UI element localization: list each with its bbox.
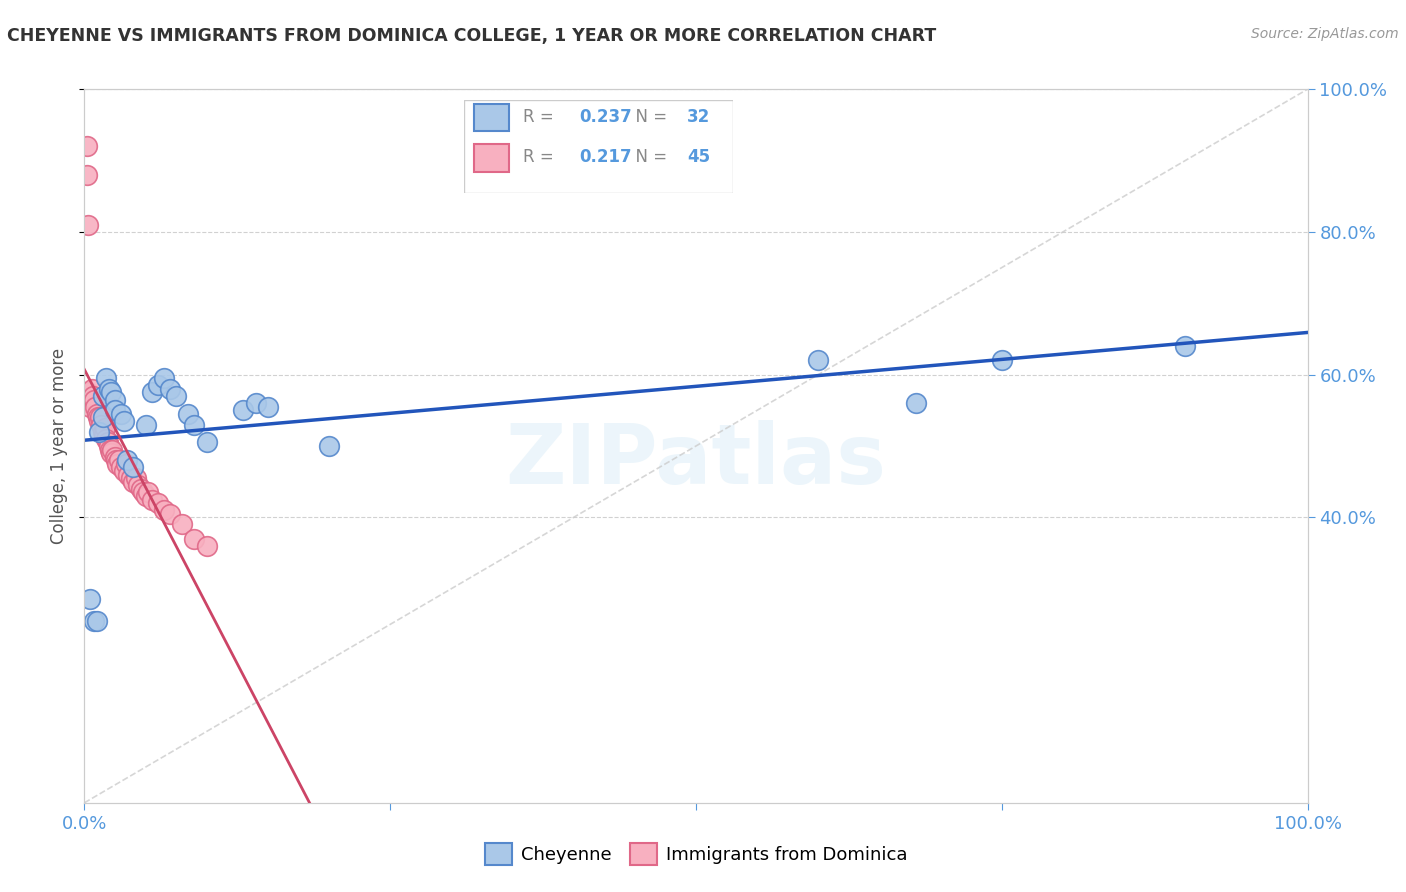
Point	[86, 407, 108, 421]
Point	[1174, 339, 1197, 353]
Point	[120, 471, 142, 485]
Point	[146, 496, 169, 510]
Point	[87, 414, 110, 428]
Point	[135, 489, 157, 503]
Point	[105, 453, 128, 467]
Point	[98, 442, 121, 457]
Point	[257, 400, 280, 414]
Point	[91, 389, 114, 403]
Point	[146, 378, 169, 392]
Point	[77, 218, 100, 232]
Point	[97, 439, 120, 453]
Point	[91, 410, 114, 425]
Point	[165, 389, 187, 403]
Point	[905, 396, 928, 410]
Point	[93, 428, 115, 442]
Point	[112, 414, 135, 428]
Point	[127, 478, 149, 492]
Point	[104, 392, 127, 407]
Point	[159, 507, 181, 521]
Point	[991, 353, 1014, 368]
Point	[115, 453, 138, 467]
Point	[100, 446, 122, 460]
Point	[83, 392, 105, 407]
Point	[141, 492, 163, 507]
Point	[101, 442, 124, 457]
Point	[77, 396, 100, 410]
Point	[104, 403, 127, 417]
Point	[195, 435, 218, 450]
Point	[77, 385, 100, 400]
Point	[86, 614, 108, 628]
Point	[79, 400, 101, 414]
Point	[183, 532, 205, 546]
Point	[110, 460, 132, 475]
Point	[132, 485, 155, 500]
Point	[91, 425, 114, 439]
Point	[83, 614, 105, 628]
Point	[107, 453, 129, 467]
Point	[153, 371, 176, 385]
Point	[96, 432, 118, 446]
Point	[104, 450, 127, 464]
Point	[125, 471, 148, 485]
Point	[94, 421, 117, 435]
Point	[100, 385, 122, 400]
Point	[87, 425, 110, 439]
Point	[172, 517, 194, 532]
Point	[80, 382, 103, 396]
Text: CHEYENNE VS IMMIGRANTS FROM DOMINICA COLLEGE, 1 YEAR OR MORE CORRELATION CHART: CHEYENNE VS IMMIGRANTS FROM DOMINICA COL…	[7, 27, 936, 45]
Text: Source: ZipAtlas.com: Source: ZipAtlas.com	[1251, 27, 1399, 41]
Point	[117, 467, 139, 482]
Point	[97, 435, 120, 450]
Point	[76, 168, 98, 182]
Point	[136, 485, 159, 500]
Point	[89, 410, 111, 425]
Point	[112, 464, 135, 478]
Point	[159, 382, 181, 396]
Point	[96, 371, 118, 385]
Point	[97, 382, 120, 396]
Point	[79, 592, 101, 607]
Point	[110, 407, 132, 421]
Text: ZIPatlas: ZIPatlas	[506, 420, 886, 500]
Point	[84, 400, 107, 414]
Point	[232, 403, 254, 417]
Point	[807, 353, 830, 368]
Point	[82, 389, 104, 403]
Point	[115, 457, 138, 471]
Point	[76, 139, 98, 153]
Point	[129, 482, 152, 496]
Legend: Cheyenne, Immigrants from Dominica: Cheyenne, Immigrants from Dominica	[478, 836, 914, 872]
Point	[122, 475, 145, 489]
Y-axis label: College, 1 year or more: College, 1 year or more	[49, 348, 67, 544]
Point	[135, 417, 157, 432]
Point	[90, 417, 112, 432]
Point	[183, 417, 205, 432]
Point	[87, 410, 110, 425]
Point	[195, 539, 218, 553]
Point	[141, 385, 163, 400]
Point	[122, 460, 145, 475]
Point	[105, 457, 128, 471]
Point	[245, 396, 267, 410]
Point	[153, 503, 176, 517]
Point	[318, 439, 340, 453]
Point	[177, 407, 200, 421]
